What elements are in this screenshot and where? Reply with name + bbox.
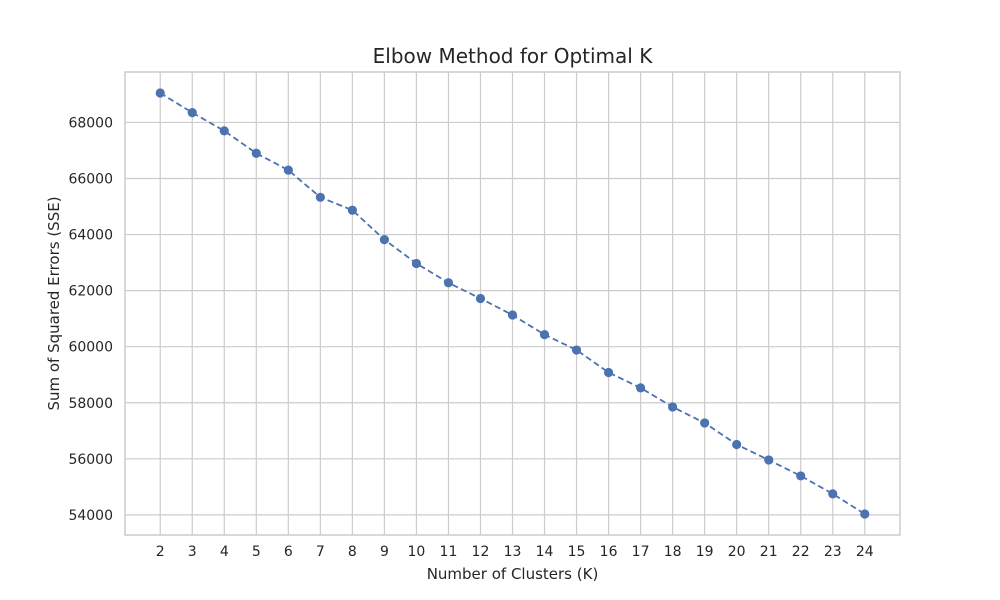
data-point: [251, 148, 261, 158]
x-tick-label: 5: [252, 544, 261, 560]
data-point: [283, 165, 293, 175]
x-tick-label: 21: [760, 544, 778, 560]
data-point: [411, 258, 422, 269]
x-tick-label: 19: [696, 544, 714, 560]
data-point: [700, 418, 710, 428]
data-point: [603, 367, 614, 378]
x-tick-label: 9: [380, 544, 389, 560]
data-point: [475, 293, 486, 304]
y-tick-label: 64000: [68, 228, 113, 244]
y-tick-label: 66000: [68, 172, 113, 188]
y-tick-label: 62000: [68, 284, 113, 300]
x-tick-label: 2: [156, 544, 165, 560]
data-point: [764, 455, 774, 465]
x-tick-label: 22: [792, 544, 810, 560]
x-tick-label: 6: [284, 544, 293, 560]
data-point: [507, 310, 518, 320]
data-point: [379, 235, 390, 245]
x-tick-label: 10: [408, 544, 426, 560]
data-point: [732, 439, 742, 450]
data-point: [635, 383, 646, 393]
x-axis-label: Number of Clusters (K): [427, 565, 599, 583]
x-tick-label: 23: [824, 544, 842, 560]
data-point: [219, 126, 229, 136]
y-axis-label: Sum of Squared Errors (SSE): [45, 196, 63, 410]
x-tick-label: 20: [728, 544, 746, 560]
y-tick-label: 58000: [68, 396, 113, 412]
x-tick-label: 13: [504, 544, 522, 560]
y-tick-label: 60000: [68, 340, 113, 356]
plot-area-frame: [124, 71, 901, 536]
x-tick-label: 15: [568, 544, 586, 560]
x-tick-label: 16: [600, 544, 618, 560]
sse-data-points: [155, 88, 870, 519]
x-tick-label: 3: [188, 544, 197, 560]
data-point: [347, 205, 357, 215]
data-point: [668, 402, 678, 412]
data-point: [443, 278, 454, 288]
data-point: [539, 330, 550, 340]
x-tick-label: 24: [856, 544, 874, 560]
data-point: [187, 108, 197, 118]
x-tick-label: 17: [632, 544, 650, 560]
x-axis-tick-labels: 2 3 4 5 6 7 8 9 10 11 12 13 14 15 16 17 18 19 20 21 22 23 24: [156, 544, 874, 560]
data-point: [796, 471, 806, 481]
chart-title: Elbow Method for Optimal K: [373, 44, 654, 68]
data-point: [828, 489, 838, 499]
data-point: [571, 345, 582, 355]
x-tick-label: 14: [536, 544, 554, 560]
x-tick-label: 11: [440, 544, 458, 560]
grid-lines: [125, 72, 900, 535]
y-tick-label: 68000: [68, 115, 113, 131]
data-point: [155, 88, 165, 98]
x-tick-label: 4: [220, 544, 229, 560]
y-tick-label: 54000: [68, 508, 113, 524]
x-tick-label: 18: [664, 544, 682, 560]
data-point: [315, 192, 325, 202]
y-axis-tick-labels: 54000 56000 58000 60000 62000 64000 66000 68000: [68, 115, 113, 523]
y-tick-label: 56000: [68, 452, 113, 468]
x-tick-label: 7: [316, 544, 325, 560]
x-tick-label: 8: [348, 544, 357, 560]
x-tick-label: 12: [472, 544, 490, 560]
data-point: [860, 509, 870, 519]
